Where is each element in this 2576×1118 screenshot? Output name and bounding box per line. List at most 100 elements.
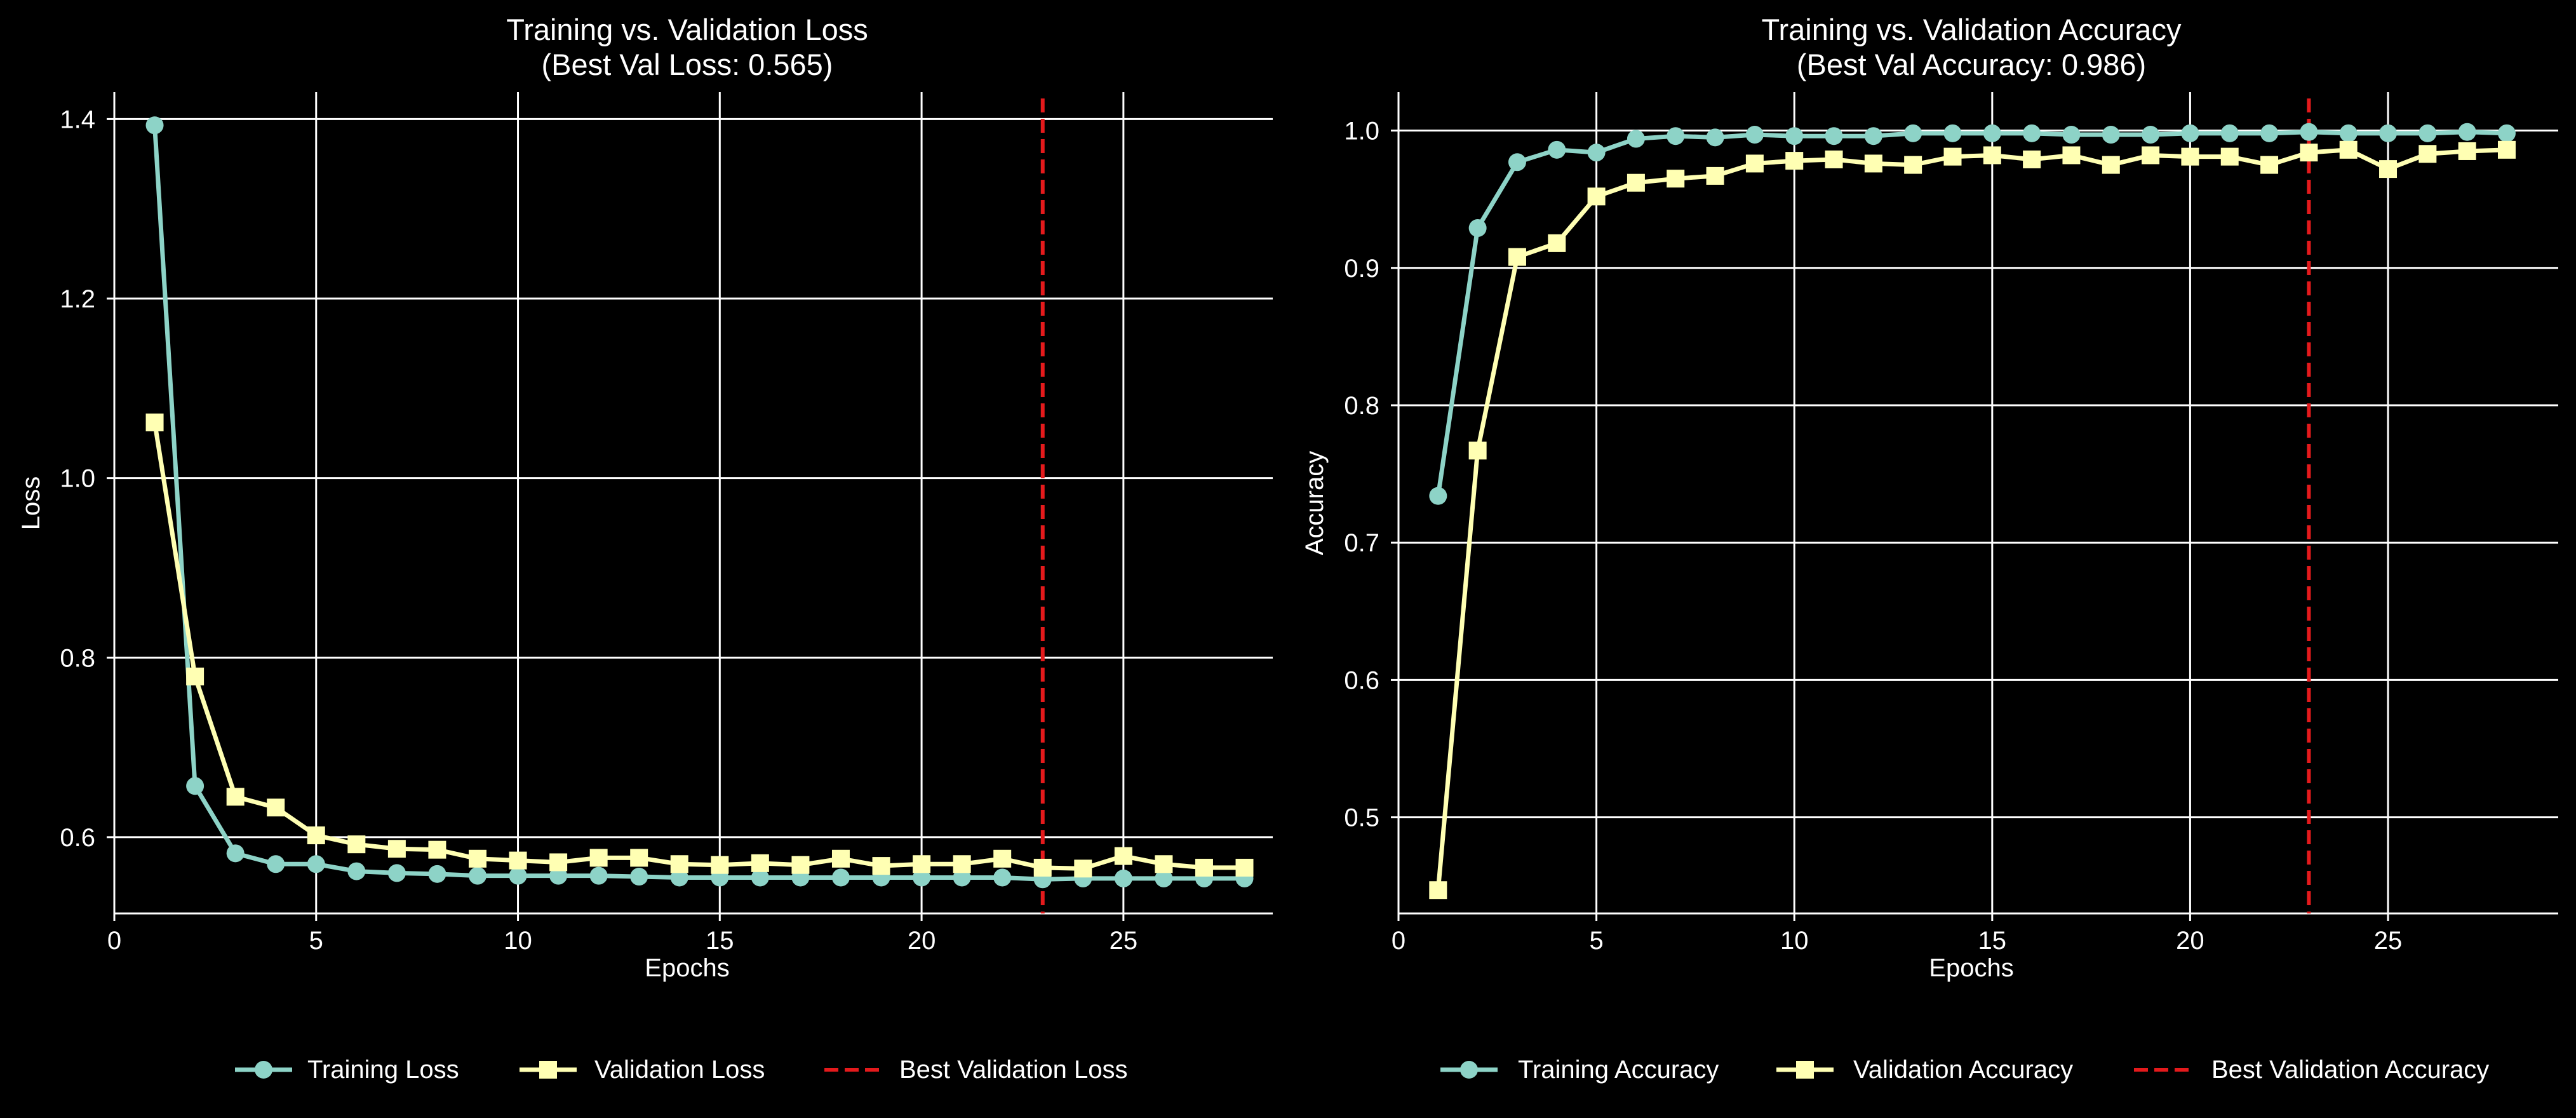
loss-series-validation-point xyxy=(1155,855,1173,873)
legend-best-val-accuracy-label: Best Validation Accuracy xyxy=(2211,1056,2489,1084)
loss-legend: Training Loss Validation Loss Best Valid… xyxy=(235,1056,1127,1084)
loss-x-tick-label: 0 xyxy=(107,927,121,955)
loss-x-tick-label: 15 xyxy=(706,927,734,955)
accuracy-y-tick-label: 1.0 xyxy=(1344,118,1379,145)
loss-plot: 0 5 10 15 20 25 0.6 0.8 1.0 1.2 1.4 xyxy=(60,92,1273,955)
loss-series-training-point xyxy=(751,868,769,887)
accuracy-series-validation-point xyxy=(2023,150,2041,168)
accuracy-series-training-point xyxy=(1667,127,1685,145)
accuracy-series-training-point xyxy=(2023,124,2041,142)
accuracy-series-training-point xyxy=(2142,126,2160,144)
accuracy-x-tick-label: 5 xyxy=(1589,927,1603,955)
legend-validation-loss-marker xyxy=(539,1061,557,1079)
accuracy-series-validation-point xyxy=(1429,881,1447,899)
loss-series-validation-point xyxy=(872,857,890,875)
loss-series-training-point xyxy=(913,868,931,887)
accuracy-series-training-point xyxy=(2497,124,2516,142)
loss-series-training-point xyxy=(831,868,850,887)
accuracy-series-validation-point xyxy=(2102,156,2120,174)
accuracy-series-validation-point xyxy=(2497,140,2516,159)
loss-series-training-point xyxy=(993,868,1012,887)
loss-series-validation-point xyxy=(831,849,850,868)
accuracy-series-training-point xyxy=(1785,127,1804,145)
loss-series-validation-point xyxy=(428,840,446,859)
loss-x-tick-label: 5 xyxy=(309,927,323,955)
accuracy-series-validation-point xyxy=(2418,145,2437,163)
loss-series-training-point xyxy=(630,868,648,886)
loss-y-tick-label: 0.6 xyxy=(60,824,95,852)
accuracy-series-validation-point xyxy=(1548,234,1566,252)
accuracy-series-validation-point xyxy=(2379,160,2398,178)
accuracy-series-validation-point xyxy=(1745,154,1764,173)
accuracy-series-validation-point xyxy=(2220,147,2239,166)
accuracy-title-line2: (Best Val Accuracy: 0.986) xyxy=(1797,48,2146,81)
accuracy-series-training-point xyxy=(1745,126,1764,144)
accuracy-series-training-point xyxy=(1943,124,1962,142)
accuracy-y-tick-label: 0.7 xyxy=(1344,529,1379,557)
loss-series-training-point xyxy=(267,855,285,873)
accuracy-x-axis-label: Epochs xyxy=(1929,954,2013,982)
accuracy-series-validation-point xyxy=(1627,173,1645,192)
accuracy-title-line1: Training vs. Validation Accuracy xyxy=(1762,13,2182,46)
accuracy-series-validation-point xyxy=(1587,187,1606,206)
accuracy-x-tick-label: 20 xyxy=(2176,927,2204,955)
accuracy-series-training-point xyxy=(1508,153,1526,172)
loss-series-training-line xyxy=(152,125,1245,882)
accuracy-series-training-point xyxy=(1706,128,1724,147)
accuracy-series-validation-point xyxy=(1706,166,1724,185)
loss-series-validation-point xyxy=(186,667,205,685)
loss-y-tick-label: 1.0 xyxy=(60,465,95,493)
loss-series-validation-point xyxy=(267,798,285,817)
accuracy-series-validation-point xyxy=(1785,152,1804,170)
accuracy-series-training-point xyxy=(2418,124,2437,142)
accuracy-series-validation-point xyxy=(1468,441,1487,460)
plot-layer: 0 5 10 15 20 25 0.6 0.8 1.0 1.2 1.4 0 5 10 15 20 25 0.5 0.… xyxy=(60,92,2558,955)
loss-series-training-point xyxy=(186,777,205,795)
accuracy-plot: 0 5 10 15 20 25 0.5 0.6 0.7 0.8 0.9 1.0 xyxy=(1344,92,2558,955)
loss-series-validation-point xyxy=(226,788,245,806)
loss-y-tick-label: 1.4 xyxy=(60,105,95,133)
loss-series-validation-point xyxy=(549,853,568,872)
accuracy-series-validation-point xyxy=(1508,248,1526,266)
accuracy-x-tick-label: 25 xyxy=(2374,927,2403,955)
accuracy-series-training-point xyxy=(2102,126,2120,144)
accuracy-series-validation-point xyxy=(1667,170,1685,188)
loss-series-validation-point xyxy=(1235,858,1254,877)
legend-training-loss-marker xyxy=(255,1061,272,1079)
accuracy-series-validation-point xyxy=(2062,146,2081,165)
loss-series-validation-point xyxy=(751,854,769,872)
accuracy-series-training-point xyxy=(1864,127,1882,145)
loss-series-training-point xyxy=(307,855,325,873)
accuracy-x-tick-label: 15 xyxy=(1978,927,2007,955)
loss-y-tick-label: 1.2 xyxy=(60,285,95,313)
legend-training-accuracy-marker xyxy=(1460,1061,1478,1079)
loss-x-tick-label: 20 xyxy=(908,927,936,955)
loss-series-validation-point xyxy=(630,849,648,867)
loss-y-tick-label: 0.8 xyxy=(60,644,95,672)
loss-series-training-point xyxy=(428,865,446,883)
loss-y-axis-label: Loss xyxy=(17,476,45,530)
accuracy-series-training-point xyxy=(1587,144,1606,162)
loss-series-validation-point xyxy=(307,826,325,845)
loss-series-training-point xyxy=(670,868,688,887)
legend-training-loss-label: Training Loss xyxy=(307,1056,459,1084)
loss-series-training-point xyxy=(1155,869,1173,887)
accuracy-y-axis-label: Accuracy xyxy=(1301,451,1329,556)
accuracy-series-training-point xyxy=(2062,126,2081,144)
legend-validation-accuracy-marker xyxy=(1796,1061,1814,1079)
loss-series-validation-point xyxy=(347,835,366,854)
loss-series-validation-point xyxy=(145,414,164,432)
loss-series-validation-point xyxy=(468,849,486,868)
loss-series-training-point xyxy=(226,844,245,863)
loss-series-training-point xyxy=(953,868,971,887)
accuracy-series-training-point xyxy=(1825,127,1843,145)
accuracy-series-validation-point xyxy=(1825,150,1843,168)
loss-series-validation-point xyxy=(1114,847,1132,865)
accuracy-y-tick-label: 0.9 xyxy=(1344,255,1379,283)
loss-series-validation-point xyxy=(711,856,729,874)
loss-x-tick-label: 25 xyxy=(1110,927,1138,955)
accuracy-series-validation-point xyxy=(2458,142,2476,160)
accuracy-series-training-point xyxy=(2260,124,2279,142)
